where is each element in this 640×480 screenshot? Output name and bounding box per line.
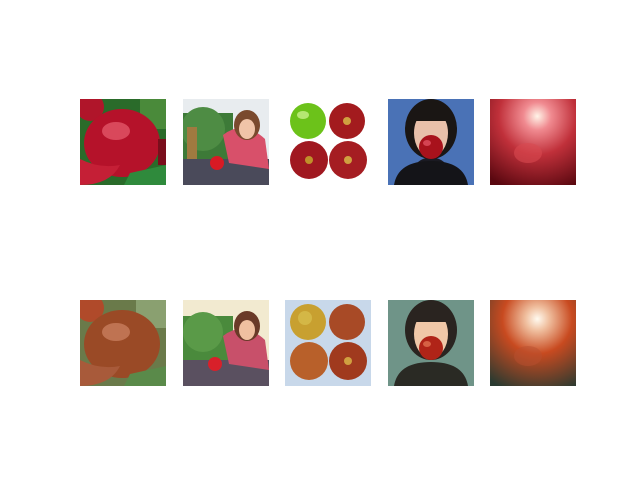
image-tile-glowing-light	[490, 99, 576, 185]
image-tile-four-apples	[285, 99, 371, 185]
image-tile-woman-apple-in-mouth	[388, 99, 474, 185]
image-tile-woman-apple-in-mouth-reconstruction	[388, 300, 474, 386]
image-tile-apple-closeup	[80, 99, 166, 185]
image-tile-apple-closeup-reconstruction	[80, 300, 166, 386]
image-tile-four-apples-reconstruction	[285, 300, 371, 386]
image-tile-girl-with-apple	[183, 99, 269, 185]
image-tile-glowing-light-reconstruction	[490, 300, 576, 386]
image-tile-girl-with-apple-reconstruction	[183, 300, 269, 386]
